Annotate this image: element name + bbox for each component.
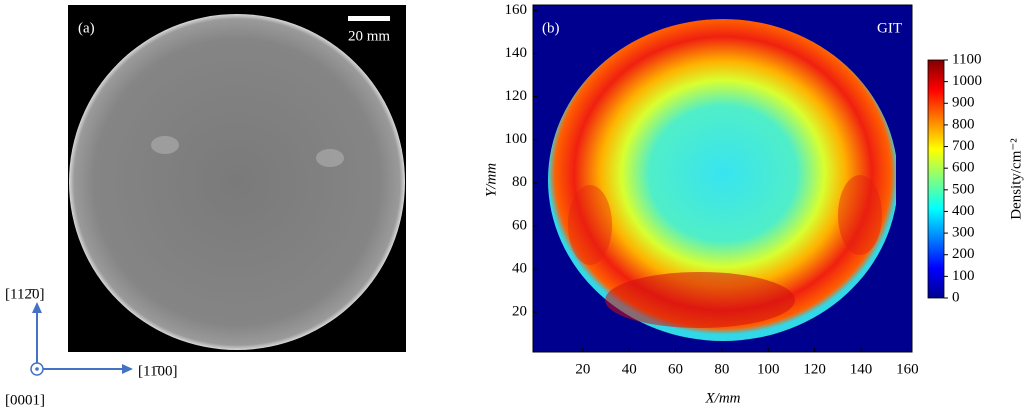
x-tick-label: 60 bbox=[668, 361, 683, 377]
colorbar-tick-label: 0 bbox=[952, 289, 960, 305]
colorbar-tick-label: 600 bbox=[952, 160, 975, 176]
y-tick-label: 120 bbox=[505, 88, 528, 104]
high-density-region bbox=[838, 175, 882, 255]
x-tick-label: 140 bbox=[850, 361, 873, 377]
colorbar-tick-label: 400 bbox=[952, 203, 975, 219]
x-axis-label: X/mm bbox=[705, 390, 741, 406]
colorbar bbox=[928, 60, 944, 298]
figure: 20 mm (a) [112̄0] [11̄00] [0001] (b) GIT… bbox=[0, 0, 1030, 414]
orientation-label: [11̄00] bbox=[138, 363, 177, 379]
high-density-region bbox=[568, 185, 612, 265]
arrow-head bbox=[32, 302, 42, 313]
x-tick-label: 20 bbox=[575, 361, 590, 377]
colorbar-tick-label: 1100 bbox=[952, 51, 981, 67]
y-tick-label: 140 bbox=[505, 45, 528, 61]
colorbar-tick-label: 200 bbox=[952, 246, 975, 262]
x-tick-label: 80 bbox=[714, 361, 729, 377]
bright-spot bbox=[151, 136, 179, 154]
y-tick-label: 60 bbox=[512, 217, 527, 233]
colorbar-tick-label: 800 bbox=[952, 116, 975, 132]
heatmap-image bbox=[548, 19, 898, 341]
annotation: GIT bbox=[877, 20, 902, 36]
colorbar-label: Density/cm⁻² bbox=[1008, 138, 1024, 220]
y-tick-label: 40 bbox=[512, 260, 527, 276]
bright-spot bbox=[316, 149, 344, 167]
colorbar-tick-label: 1000 bbox=[952, 73, 982, 89]
wafer-image bbox=[69, 14, 405, 350]
colorbar-tick-label: 300 bbox=[952, 225, 975, 241]
x-tick-label: 100 bbox=[757, 361, 780, 377]
y-axis-label: Y/mm bbox=[483, 163, 499, 197]
panel-label: (a) bbox=[78, 20, 95, 36]
orientation-label: [112̄0] bbox=[5, 286, 44, 302]
scale-bar-label: 20 mm bbox=[348, 28, 390, 44]
x-tick-label: 120 bbox=[803, 361, 826, 377]
y-tick-label: 20 bbox=[512, 304, 527, 320]
orientation-label: [0001] bbox=[5, 392, 45, 408]
x-tick-label: 160 bbox=[896, 361, 919, 377]
arrow-head bbox=[122, 364, 133, 374]
colorbar-tick-label: 100 bbox=[952, 268, 975, 284]
y-tick-label: 80 bbox=[512, 174, 527, 190]
out-of-plane-dot bbox=[35, 367, 39, 371]
x-tick-label: 40 bbox=[622, 361, 637, 377]
scale-bar bbox=[348, 16, 390, 21]
colorbar-tick-label: 500 bbox=[952, 181, 975, 197]
colorbar-tick-label: 700 bbox=[952, 138, 975, 154]
y-tick-label: 160 bbox=[505, 2, 528, 18]
panel-label: (b) bbox=[542, 20, 560, 36]
y-tick-label: 100 bbox=[505, 131, 528, 147]
colorbar-tick-label: 900 bbox=[952, 95, 975, 111]
high-density-region bbox=[605, 272, 795, 328]
